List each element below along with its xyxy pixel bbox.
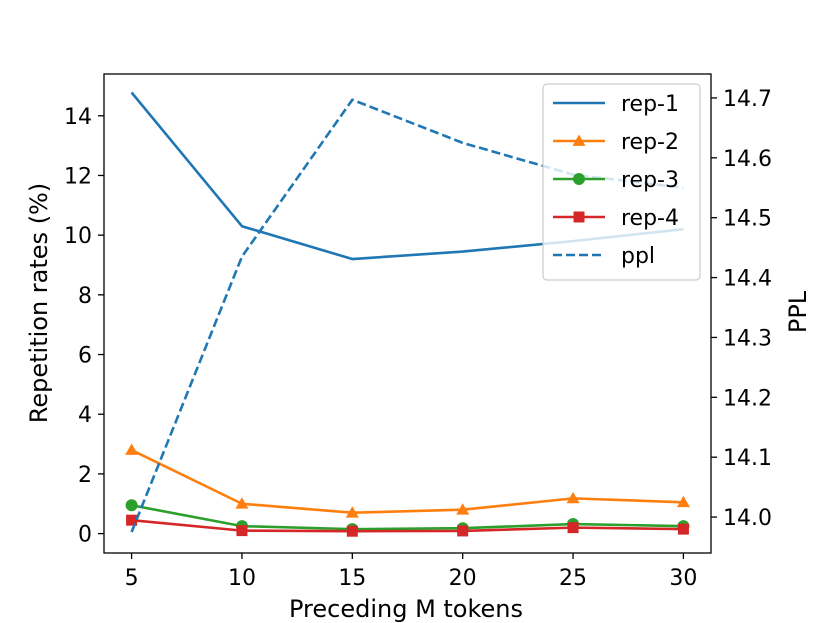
y-left-tick-label: 6 (78, 344, 92, 369)
x-tick-label: 20 (449, 566, 477, 591)
data-point-rep-2-30 (676, 495, 690, 508)
data-point-rep-4-10 (236, 525, 248, 537)
y-right-tick-label: 14.1 (723, 446, 772, 471)
legend: rep-1 rep-2 rep-3 rep-4 ppl (542, 83, 701, 281)
y-right-tick-label: 14.6 (723, 147, 772, 172)
y-right-tick-label: 14.2 (723, 386, 772, 411)
legend-box (542, 83, 701, 281)
x-tick-label: 15 (338, 566, 366, 591)
x-tick-label: 25 (559, 566, 587, 591)
y-left-tick-label: 2 (78, 463, 92, 488)
legend-label-rep-4: rep-4 (621, 206, 679, 231)
y-left-tick-label: 12 (64, 164, 92, 189)
y-left-tick-label: 14 (64, 105, 92, 130)
data-point-rep-2-15 (345, 506, 359, 518)
y-axis-left-label: Repetition rates (%) (25, 183, 53, 423)
series-line-rep-3 (131, 503, 684, 531)
y-left-tick-label: 0 (78, 523, 92, 548)
legend-label-rep-2: rep-2 (621, 130, 679, 155)
data-point-rep-2-25 (566, 491, 580, 504)
y-right-tick-label: 14.7 (723, 87, 772, 112)
series-line-ppl (130, 98, 684, 533)
x-axis-label: Preceding M tokens (289, 595, 523, 623)
data-point-rep-3-5 (125, 499, 138, 512)
y-right-tick-label: 14.0 (723, 506, 772, 531)
x-tick-label: 10 (228, 566, 256, 591)
x-tick-label: 30 (669, 566, 697, 591)
y-right-tick-label: 14.5 (723, 207, 772, 232)
data-point-rep-2-5 (125, 443, 139, 455)
data-point-rep-4-20 (457, 525, 469, 537)
data-point-rep-2-20 (456, 503, 470, 515)
legend-marker-rep-4 (573, 211, 585, 223)
legend-label-rep-3: rep-3 (621, 168, 679, 193)
data-point-rep-4-15 (346, 525, 358, 537)
series-line-rep-4 (131, 518, 684, 533)
legend-label-ppl: ppl (621, 244, 655, 269)
data-point-rep-2-10 (235, 497, 249, 509)
y-right-tick-label: 14.3 (723, 326, 772, 351)
y-left-tick-label: 8 (78, 284, 92, 309)
legend-marker-rep-3 (573, 173, 585, 185)
plot-frame (103, 73, 712, 554)
data-point-rep-4-5 (126, 514, 138, 526)
x-tick-label: 5 (125, 566, 139, 591)
legend-label-rep-1: rep-1 (621, 92, 679, 117)
data-point-rep-4-25 (567, 522, 579, 534)
legend-marker-rep-2 (572, 134, 586, 146)
data-point-rep-4-30 (677, 523, 689, 535)
series-line-rep-2 (131, 448, 684, 515)
y-right-tick-label: 14.4 (723, 267, 772, 292)
y-axis-right-label: PPL (784, 290, 812, 333)
axes: 5 10 15 20 25 30 0 2 4 6 8 10 12 14 14.0 14.1 14.2 14.3 14… (64, 73, 772, 591)
y-left-tick-label: 10 (64, 224, 92, 249)
y-left-tick-label: 4 (78, 403, 92, 428)
